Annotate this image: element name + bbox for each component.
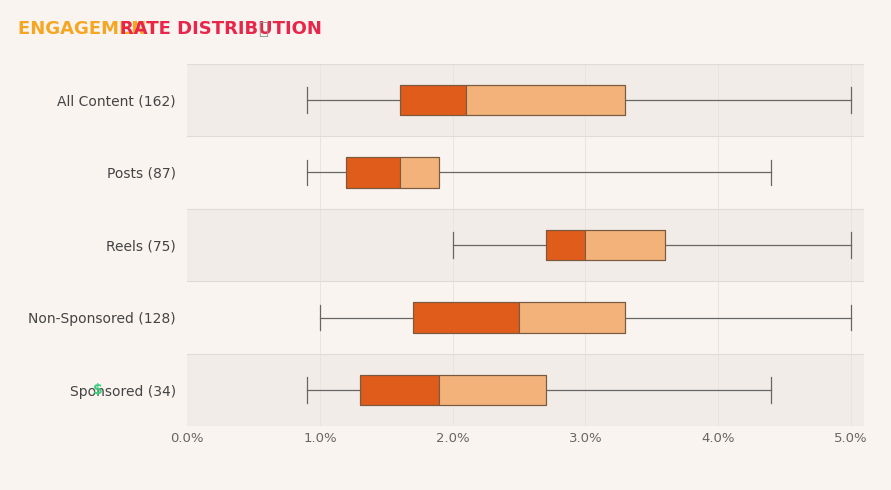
Bar [413, 302, 625, 333]
Bar [545, 230, 585, 260]
Bar [187, 354, 864, 426]
Bar [187, 64, 864, 136]
Text: ⓘ: ⓘ [258, 20, 268, 38]
Bar [399, 85, 625, 115]
Bar [399, 85, 466, 115]
Bar [360, 375, 439, 405]
Bar [347, 157, 439, 188]
Bar [585, 230, 665, 260]
Bar [347, 157, 399, 188]
Text: RATE DISTRIBUTION: RATE DISTRIBUTION [120, 20, 323, 38]
Text: $: $ [93, 383, 102, 397]
Bar [187, 281, 864, 354]
Bar [360, 375, 545, 405]
Bar [187, 136, 864, 209]
Bar [413, 302, 519, 333]
Bar [399, 157, 439, 188]
Bar [187, 209, 864, 281]
Text: ENGAGEMENT: ENGAGEMENT [18, 20, 165, 38]
Bar [519, 302, 625, 333]
Bar [545, 230, 665, 260]
Bar [466, 85, 625, 115]
Bar [439, 375, 545, 405]
